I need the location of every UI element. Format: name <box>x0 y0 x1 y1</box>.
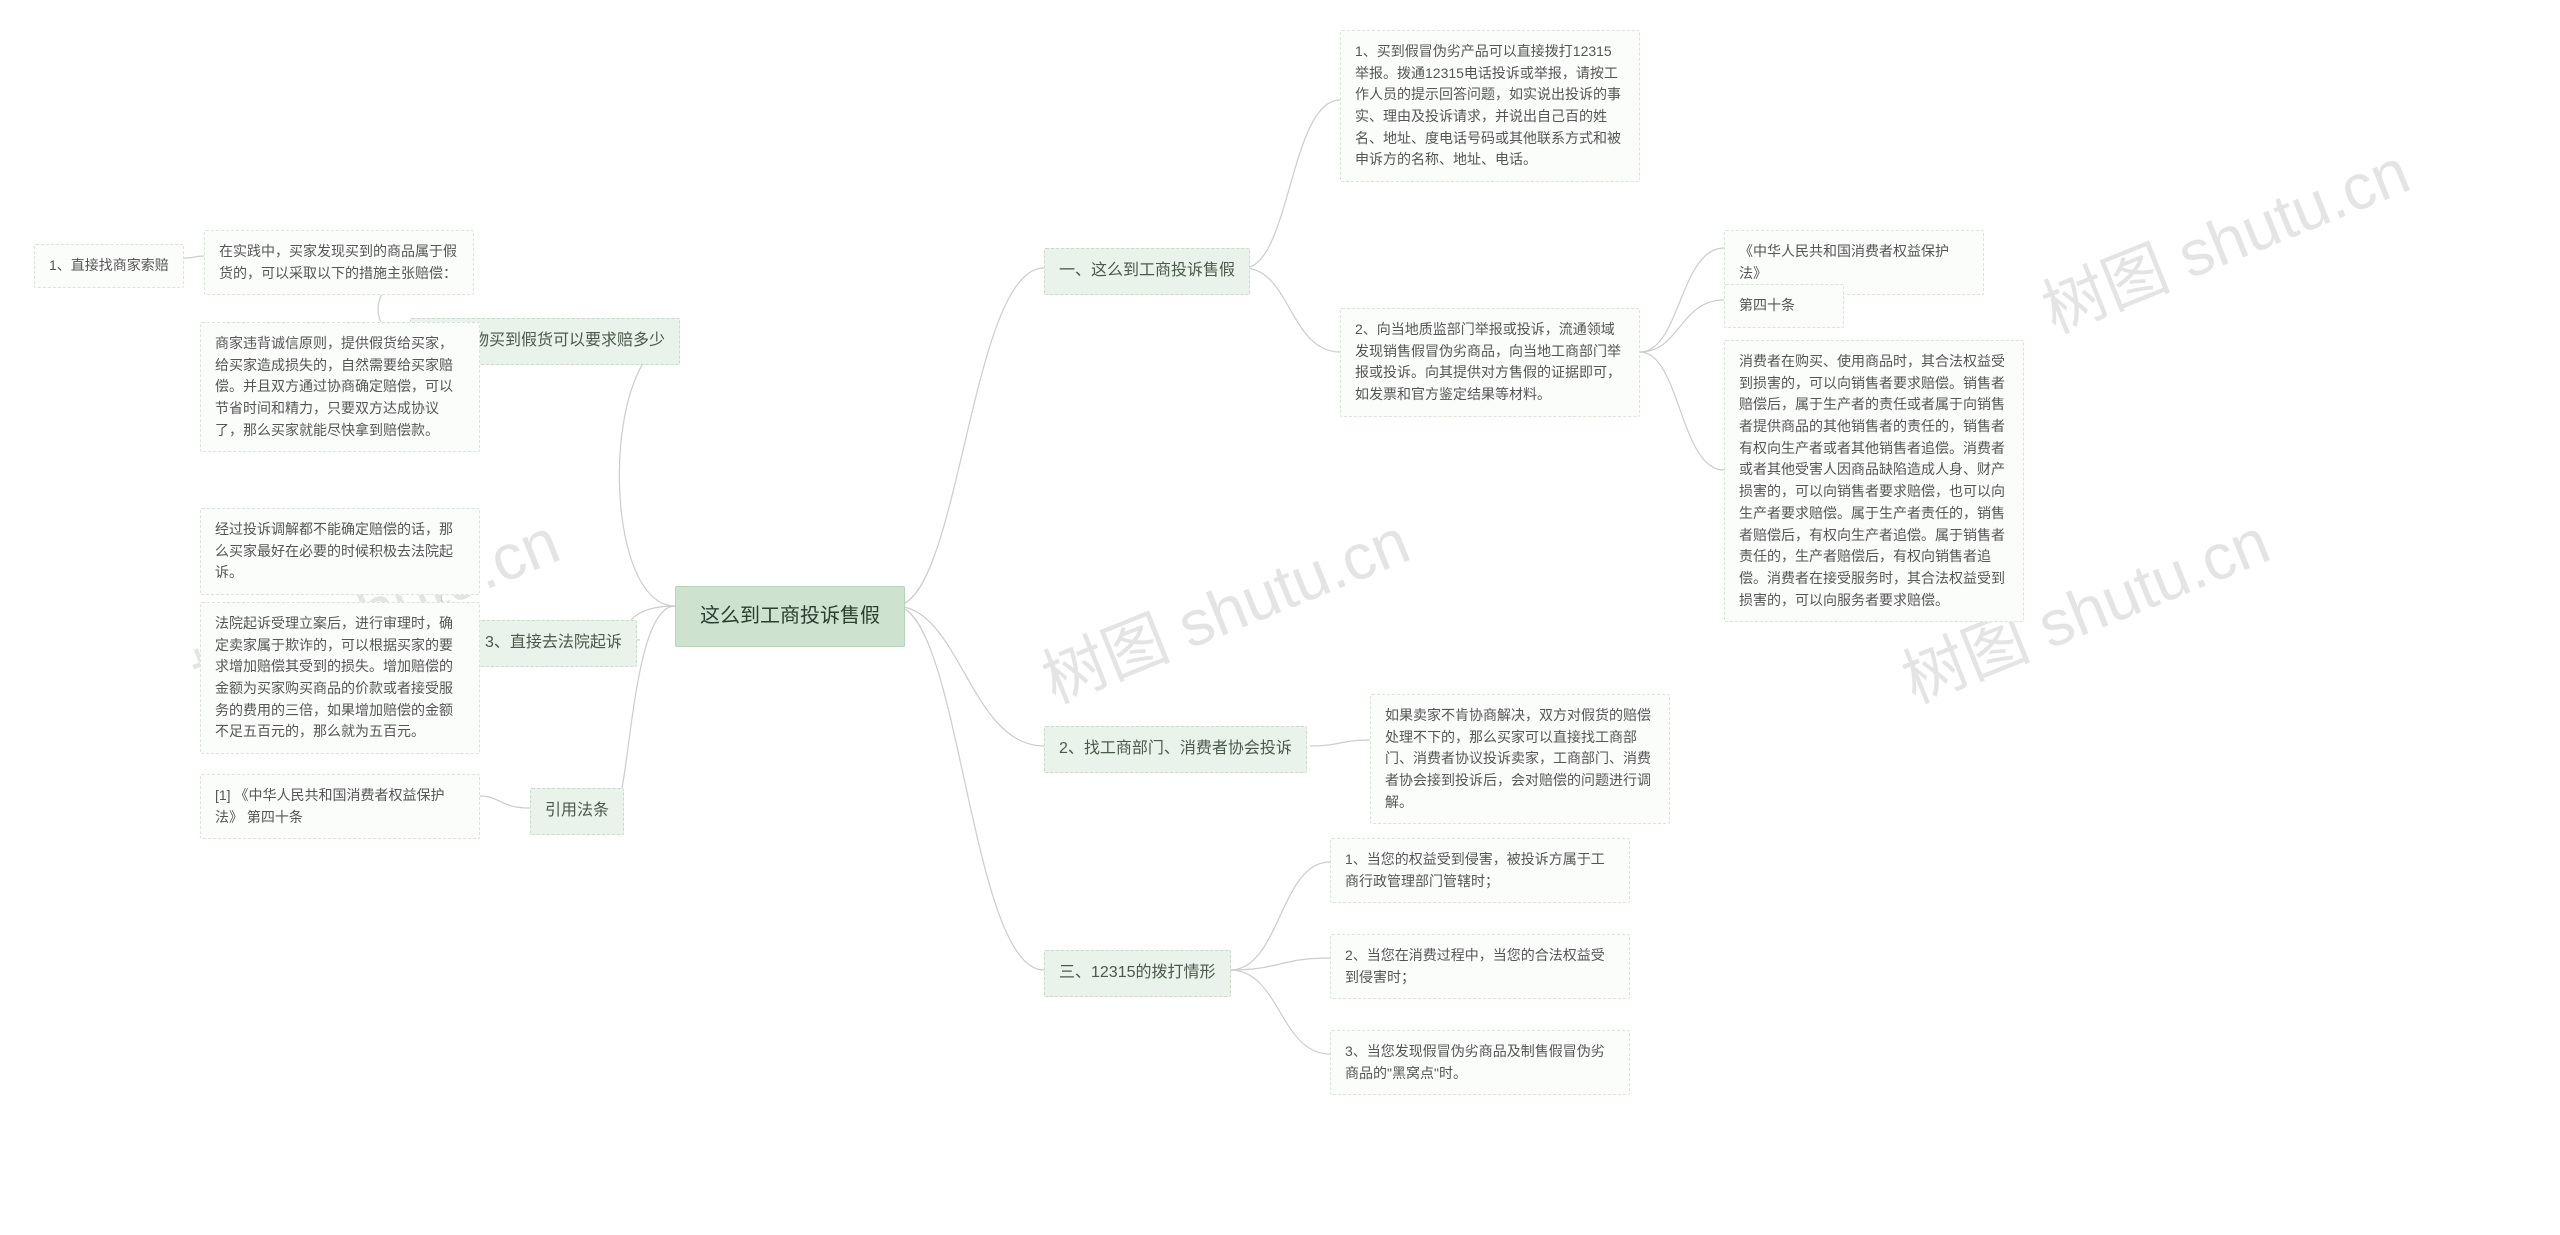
leaf-l2a: 经过投诉调解都不能确定赔偿的话，那么买家最好在必要的时候积极去法院起诉。 <box>200 508 480 595</box>
leaf-r1b: 2、向当地质监部门举报或投诉，流通领域发现销售假冒伪劣商品，向当地工商部门举报或… <box>1340 308 1640 417</box>
leaf-r2a: 如果卖家不肯协商解决，双方对假货的赔偿处理不下的，那么买家可以直接找工商部门、消… <box>1370 694 1670 824</box>
mindmap-center: 这么到工商投诉售假 <box>675 586 905 647</box>
leaf-l1a: 1、直接找商家索赔 <box>34 244 184 288</box>
section-l2: 3、直接去法院起诉 <box>470 620 637 667</box>
leaf-r1b2: 第四十条 <box>1724 284 1844 328</box>
watermark: 树图 shutu.cn <box>1027 491 1421 722</box>
section-l3: 引用法条 <box>530 788 624 835</box>
section-r1: 一、这么到工商投诉售假 <box>1044 248 1250 295</box>
leaf-r3a: 1、当您的权益受到侵害，被投诉方属于工商行政管理部门管辖时； <box>1330 838 1630 903</box>
leaf-l1a1: 在实践中，买家发现买到的商品属于假货的，可以采取以下的措施主张赔偿： <box>204 230 474 295</box>
leaf-r3c: 3、当您发现假冒伪劣商品及制售假冒伪劣商品的"黑窝点"时。 <box>1330 1030 1630 1095</box>
section-r2: 2、找工商部门、消费者协会投诉 <box>1044 726 1307 773</box>
leaf-l1b: 商家违背诚信原则，提供假货给买家，给买家造成损失的，自然需要给买家赔偿。并且双方… <box>200 322 480 452</box>
section-r3: 三、12315的拨打情形 <box>1044 950 1231 997</box>
leaf-l2b: 法院起诉受理立案后，进行审理时，确定卖家属于欺诈的，可以根据买家的要求增加赔偿其… <box>200 602 480 754</box>
watermark: 树图 shutu.cn <box>2027 121 2421 352</box>
leaf-r3b: 2、当您在消费过程中，当您的合法权益受到侵害时； <box>1330 934 1630 999</box>
leaf-r1a: 1、买到假冒伪劣产品可以直接拨打12315举报。拨通12315电话投诉或举报，请… <box>1340 30 1640 182</box>
leaf-r1b3: 消费者在购买、使用商品时，其合法权益受到损害的，可以向销售者要求赔偿。销售者赔偿… <box>1724 340 2024 622</box>
leaf-l3a: [1] 《中华人民共和国消费者权益保护法》 第四十条 <box>200 774 480 839</box>
